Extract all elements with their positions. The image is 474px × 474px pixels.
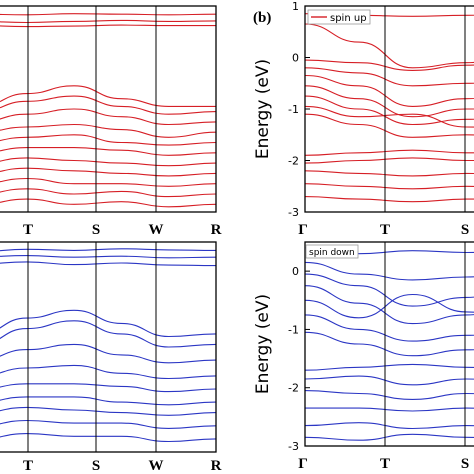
bands — [305, 247, 474, 441]
band-line-9 — [305, 375, 474, 386]
band-line-6 — [0, 343, 216, 364]
band-line-10 — [305, 149, 474, 156]
band-line-13 — [305, 183, 474, 190]
right-top-band-plot: Γ T S 1 0 -1 -2 -3 Energy (eV) spin up — [253, 0, 474, 238]
legend: spin down — [305, 244, 359, 259]
band-line-3 — [0, 24, 216, 28]
band-line-1 — [0, 13, 216, 16]
k-point-label: Γ — [298, 456, 308, 472]
band-line-8 — [0, 383, 216, 393]
band-line-12 — [0, 433, 216, 443]
band-line-5 — [305, 74, 474, 107]
band-line-4 — [0, 85, 216, 107]
k-point-label: W — [149, 458, 164, 474]
band-line-4 — [0, 309, 216, 338]
k-point-label: T — [380, 222, 390, 238]
y-tick-label: 0 — [292, 265, 299, 278]
k-point-label: S — [92, 458, 100, 474]
k-point-label: R — [211, 222, 222, 238]
k-point-label: T — [23, 458, 33, 474]
y-tick-label: -1 — [288, 103, 299, 116]
band-line-8 — [305, 363, 474, 371]
band-line-7 — [305, 331, 474, 357]
band-line-3 — [305, 59, 474, 71]
bands — [0, 248, 216, 443]
band-line-8 — [305, 105, 474, 128]
band-line-4 — [305, 67, 474, 87]
plot-frame — [304, 5, 474, 213]
band-line-9 — [0, 396, 216, 406]
band-line-7 — [0, 364, 216, 380]
panel-label-b: (b) — [253, 10, 271, 26]
k-point-label: S — [461, 222, 469, 238]
plot-frame — [0, 241, 217, 453]
plot-frame — [0, 5, 217, 213]
band-line-10 — [305, 390, 474, 400]
k-point-label: Γ — [298, 222, 308, 238]
band-line-2 — [0, 255, 216, 259]
band-line-6 — [305, 314, 474, 342]
y-tick-label: -2 — [288, 382, 299, 395]
band-line-3 — [305, 273, 474, 307]
band-line-8 — [0, 134, 216, 146]
y-tick-label: -3 — [288, 206, 299, 219]
band-line-1 — [0, 248, 216, 252]
band-line-14 — [305, 196, 474, 203]
band-line-12 — [0, 177, 216, 187]
band-line-7 — [305, 95, 474, 126]
legend: spin up — [307, 9, 371, 25]
bands — [305, 13, 474, 203]
band-line-11 — [305, 407, 474, 412]
y-tick-label: -1 — [288, 323, 299, 336]
bands — [0, 13, 216, 208]
band-line-10 — [0, 157, 216, 167]
k-point-label: T — [380, 456, 390, 472]
band-line-2 — [305, 23, 474, 69]
band-line-7 — [0, 123, 216, 138]
band-line-5 — [0, 95, 216, 115]
k-point-label: R — [211, 458, 222, 474]
band-line-4 — [305, 285, 474, 325]
band-line-12 — [305, 170, 474, 177]
band-line-13 — [0, 188, 216, 198]
y-axis-label: Energy (eV) — [253, 59, 273, 159]
band-line-11 — [0, 167, 216, 177]
y-tick-label: 0 — [292, 52, 299, 65]
legend-label: spin down — [309, 248, 355, 258]
band-line-2 — [0, 19, 216, 24]
band-line-5 — [305, 293, 474, 319]
y-tick-label: -2 — [288, 155, 299, 168]
band-line-9 — [305, 113, 474, 138]
band-line-5 — [0, 320, 216, 348]
band-line-9 — [0, 147, 216, 156]
y-tick-label: -3 — [288, 440, 299, 453]
band-line-11 — [305, 157, 474, 164]
band-line-11 — [0, 419, 216, 429]
band-line-6 — [0, 108, 216, 126]
y-tick-label: 1 — [292, 0, 299, 13]
band-line-12 — [305, 422, 474, 430]
band-line-6 — [305, 85, 474, 118]
plot-frame — [304, 241, 474, 447]
k-point-label: T — [23, 222, 33, 238]
k-point-label: W — [149, 222, 164, 238]
k-point-label: S — [461, 456, 469, 472]
band-line-2 — [305, 261, 474, 281]
right-bottom-band-plot: Γ T S 0 -1 -2 -3 Energy (eV) spin down — [253, 241, 474, 472]
band-line-14 — [0, 198, 216, 208]
band-line-10 — [0, 406, 216, 416]
band-line-13 — [305, 433, 474, 441]
y-axis-label: Energy (eV) — [253, 294, 273, 394]
legend-label: spin up — [330, 13, 367, 24]
k-point-label: S — [92, 222, 100, 238]
band-line-3 — [0, 261, 216, 267]
